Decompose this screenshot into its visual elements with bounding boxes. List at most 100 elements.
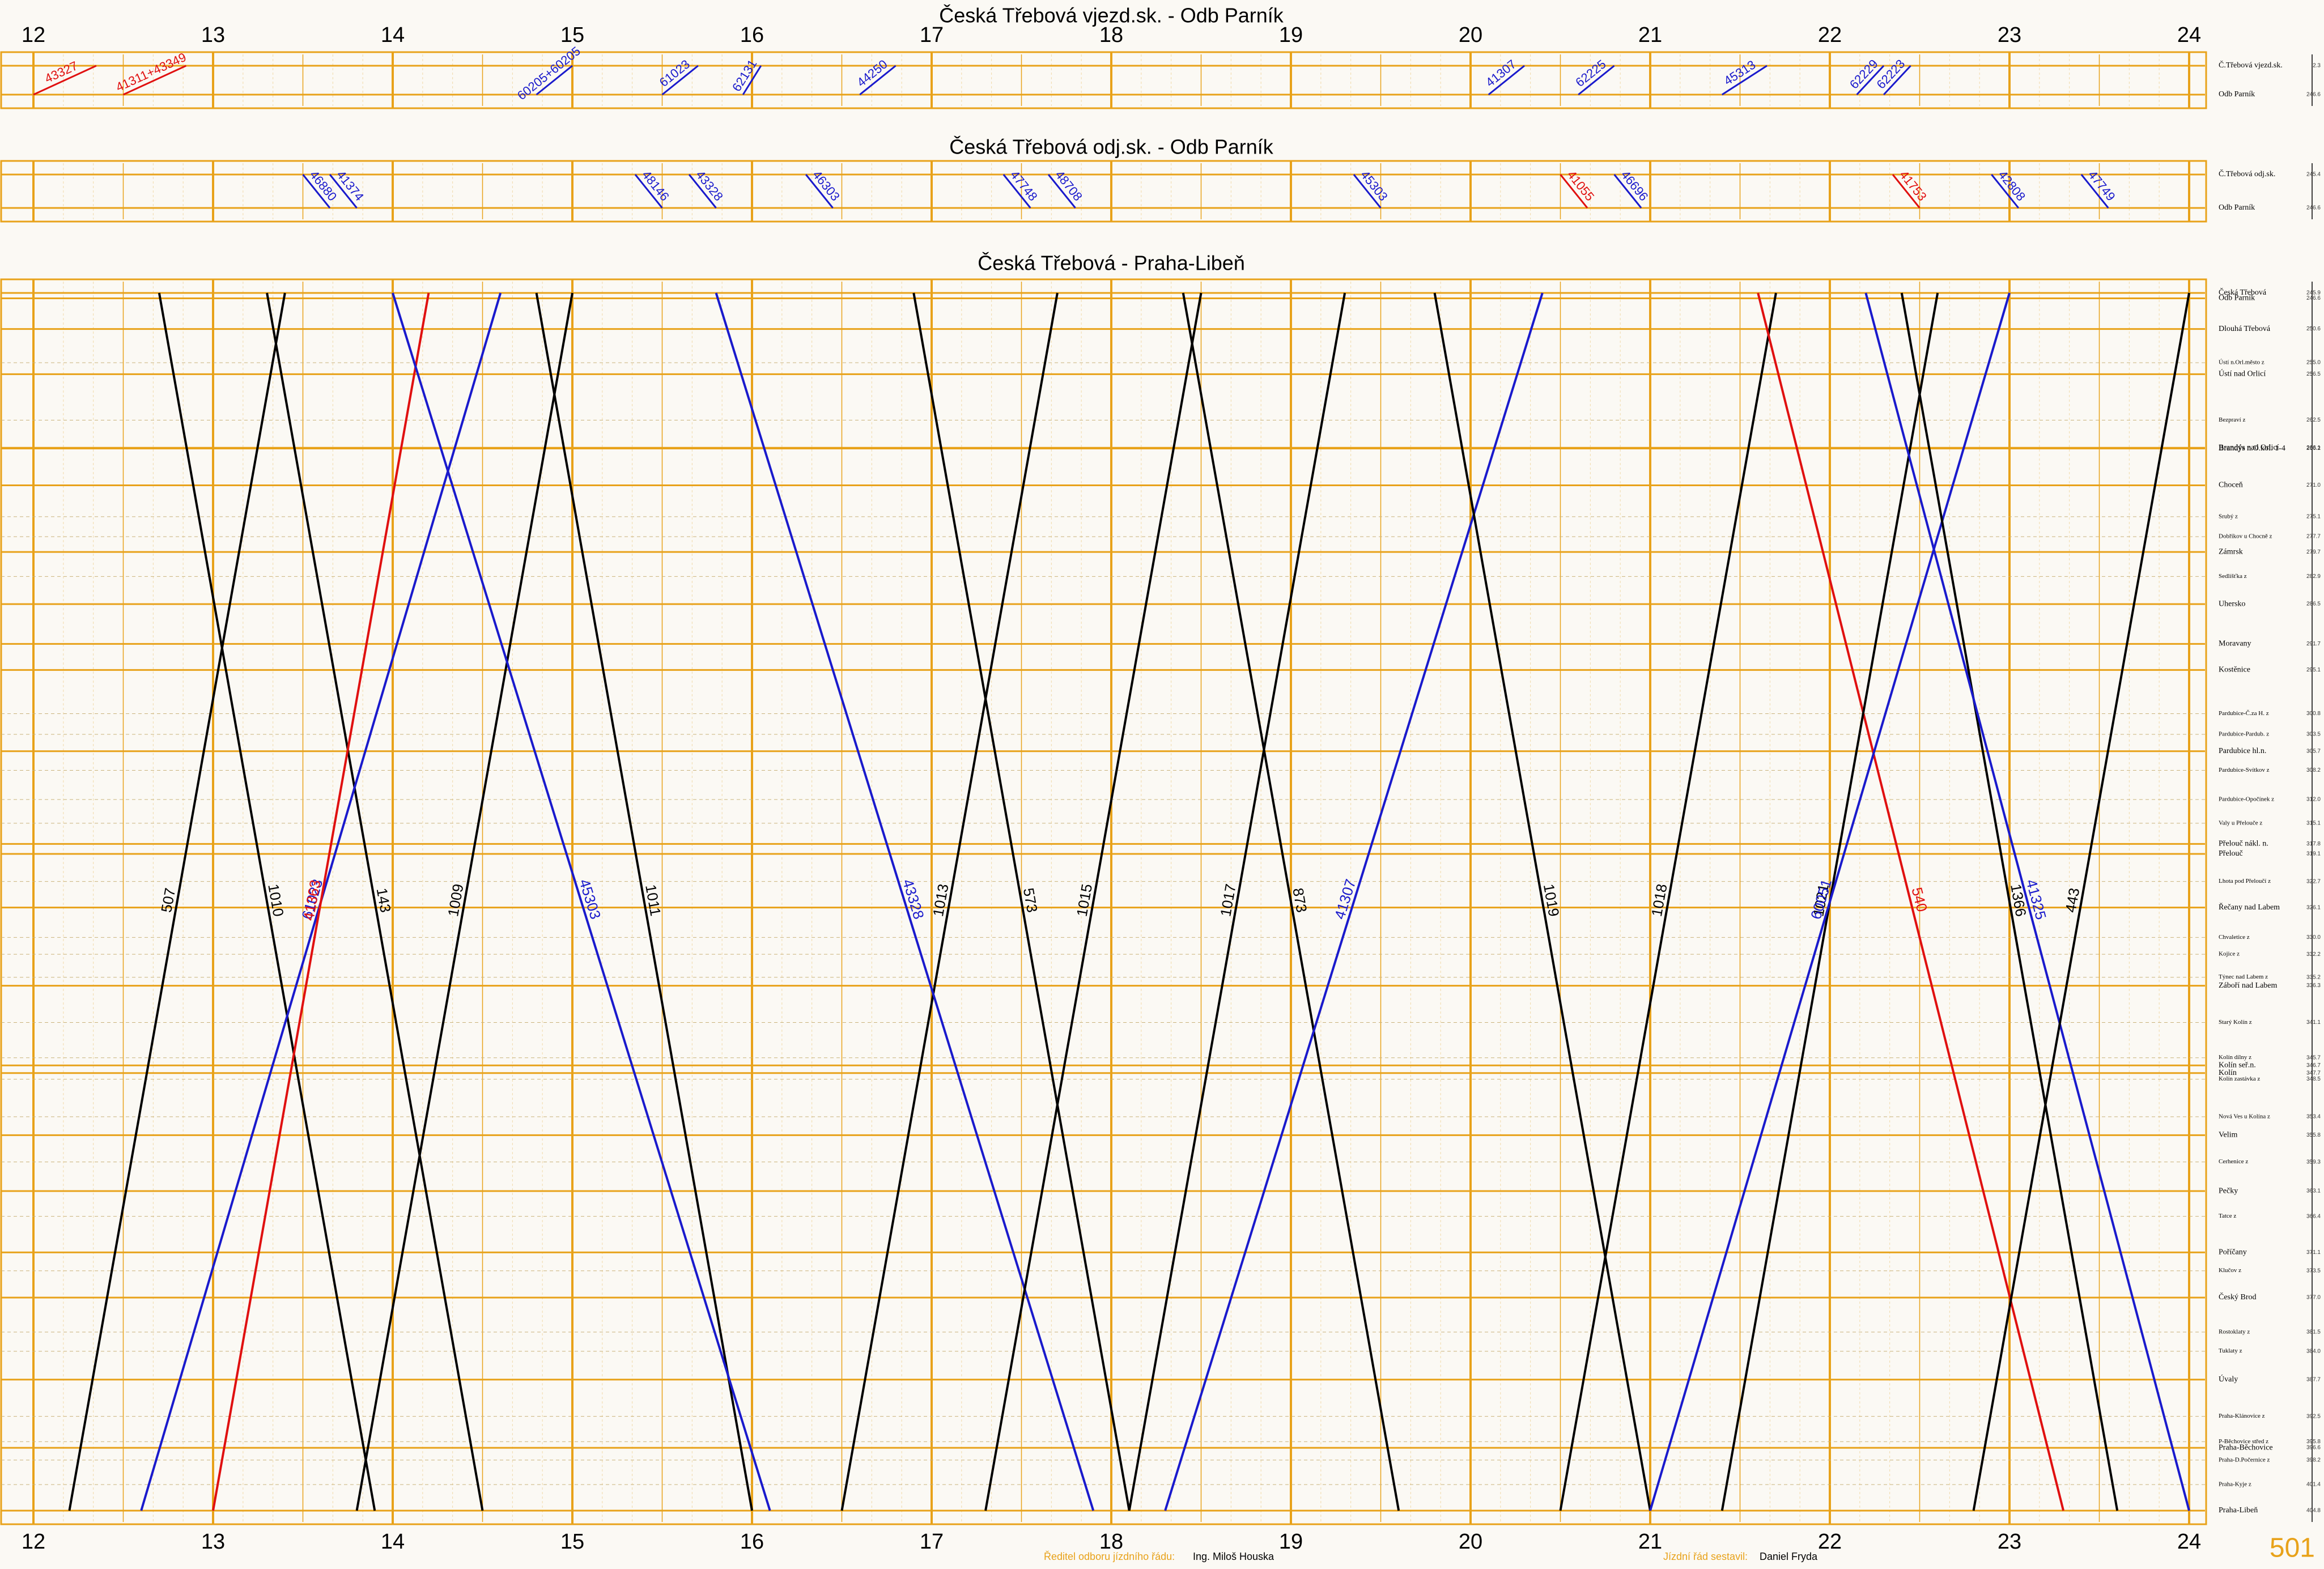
station-km: 392.5 bbox=[2306, 1413, 2321, 1419]
compiler-label: Jízdní řád sestavil: bbox=[1663, 1551, 1748, 1562]
hour-label: 21 bbox=[1638, 1530, 1662, 1554]
train-path bbox=[661, 65, 699, 96]
train-path bbox=[1991, 174, 2020, 209]
station-km: 371.1 bbox=[2306, 1249, 2321, 1256]
station-name: Sedlíšťka z bbox=[2219, 573, 2247, 580]
panel-title: Česká Třebová vjezd.sk. - Odb Parník bbox=[939, 4, 1284, 27]
station-name: Praha-Běchovice bbox=[2219, 1443, 2273, 1452]
train-path bbox=[1649, 292, 2011, 1511]
station-name: Přelouč bbox=[2219, 849, 2243, 858]
hour-label: 17 bbox=[920, 23, 944, 47]
station-km: 256.5 bbox=[2306, 371, 2321, 377]
hour-label: 14 bbox=[381, 23, 405, 47]
station-km: 303.5 bbox=[2306, 732, 2321, 738]
train-path bbox=[1433, 292, 1651, 1511]
station-name: Poříčany bbox=[2219, 1248, 2247, 1256]
train-path bbox=[392, 292, 771, 1511]
train-path bbox=[1856, 65, 1885, 96]
page-number: 501 bbox=[2270, 1533, 2315, 1563]
station-km: 335.2 bbox=[2306, 974, 2321, 980]
station-name: Řečany nad Labem bbox=[2219, 902, 2280, 912]
station-name: Pardubice-Pardub. z bbox=[2219, 731, 2269, 738]
station-name: Lhota pod Přeloučí z bbox=[2219, 878, 2271, 885]
station-name: Úvaly bbox=[2219, 1374, 2238, 1384]
station-name: Ústí n.Orl.město z bbox=[2219, 359, 2264, 366]
station-name: Rostoklaty z bbox=[2219, 1328, 2250, 1335]
station-name: Srubý z bbox=[2219, 513, 2238, 520]
station-km: 395.8 bbox=[2306, 1439, 2321, 1445]
station-km: 401.4 bbox=[2306, 1482, 2321, 1488]
train-path bbox=[355, 292, 573, 1511]
station-km: 384.0 bbox=[2306, 1348, 2321, 1354]
station-name: Praha-Libeň bbox=[2219, 1506, 2258, 1515]
hour-label: 23 bbox=[1998, 23, 2021, 47]
station-name: Kolín seř.n. bbox=[2219, 1061, 2256, 1069]
train-number: 143 bbox=[373, 887, 394, 914]
station-km: 332.2 bbox=[2306, 951, 2321, 958]
hour-label: 13 bbox=[201, 23, 225, 47]
station-km: 404.8 bbox=[2306, 1508, 2321, 1514]
train-path bbox=[1128, 292, 1346, 1511]
station-name: Dlouhá Třebová bbox=[2219, 325, 2271, 333]
train-path bbox=[912, 292, 1131, 1511]
station-km: 373.5 bbox=[2306, 1268, 2321, 1274]
station-km: 366.4 bbox=[2306, 1213, 2321, 1219]
station-km: 398.2 bbox=[2306, 1457, 2321, 1463]
station-km: 246.6 bbox=[2306, 295, 2321, 301]
station-km: 300.8 bbox=[2306, 711, 2321, 717]
hour-label: 15 bbox=[560, 23, 584, 47]
station-name: Č.Třebová odj.sk. bbox=[2219, 169, 2275, 178]
station-name: Nová Ves u Kolína z bbox=[2219, 1113, 2270, 1120]
hour-label: 18 bbox=[1099, 23, 1123, 47]
train-path bbox=[1488, 65, 1526, 96]
station-name: Odb Parník bbox=[2219, 90, 2255, 99]
station-name: Kojice z bbox=[2219, 951, 2240, 958]
station-name: Uhersko bbox=[2219, 599, 2245, 608]
station-name: Praha-Klánovice z bbox=[2219, 1413, 2265, 1419]
station-km: 308.2 bbox=[2306, 767, 2321, 773]
station-km: 353.4 bbox=[2306, 1113, 2321, 1120]
station-km: 2.3 bbox=[2313, 63, 2321, 69]
train-path bbox=[688, 174, 717, 209]
station-km: 295.1 bbox=[2306, 667, 2321, 673]
hour-label: 22 bbox=[1818, 23, 1842, 47]
station-km: 245.9 bbox=[2306, 290, 2321, 296]
train-path bbox=[158, 292, 376, 1511]
train-path bbox=[302, 174, 331, 209]
station-km: 245.4 bbox=[2306, 172, 2321, 178]
station-name: Přelouč nákl. n. bbox=[2219, 840, 2268, 848]
station-km: 341.1 bbox=[2306, 1019, 2321, 1026]
station-name: Tatce z bbox=[2219, 1213, 2236, 1219]
director: Ing. Miloš Houska bbox=[1193, 1551, 1274, 1562]
train-path bbox=[1757, 292, 2065, 1511]
hour-label: 24 bbox=[2177, 23, 2201, 47]
director-label: Ředitel odboru jízdního řádu: bbox=[1044, 1551, 1175, 1562]
station-name: Kolín zastávka z bbox=[2219, 1075, 2260, 1082]
station-name: Týnec nad Labem z bbox=[2219, 973, 2268, 980]
station-name: P-Běchovice střed z bbox=[2219, 1438, 2268, 1445]
station-name: Praha-Kyje z bbox=[2219, 1481, 2251, 1488]
station-name: Zámrsk bbox=[2219, 547, 2243, 556]
hour-label: 19 bbox=[1279, 1530, 1303, 1554]
train-path bbox=[1182, 292, 1400, 1511]
train-path bbox=[1560, 174, 1588, 209]
station-km: 355.8 bbox=[2306, 1132, 2321, 1138]
train-path bbox=[634, 174, 663, 209]
station-km: 255.0 bbox=[2306, 360, 2321, 366]
station-name: Starý Kolín z bbox=[2219, 1019, 2252, 1026]
station-km: 246.6 bbox=[2306, 205, 2321, 211]
station-name: Dobříkov u Chocně z bbox=[2219, 533, 2272, 540]
station-name: Tuklaty z bbox=[2219, 1347, 2242, 1354]
train-path bbox=[536, 65, 573, 96]
train-path bbox=[859, 65, 897, 96]
hour-label: 24 bbox=[2177, 1530, 2201, 1554]
station-name: Kostěnice bbox=[2219, 666, 2250, 674]
station-km: 319.1 bbox=[2306, 851, 2321, 857]
station-name: Ústí nad Orlicí bbox=[2219, 369, 2266, 379]
train-path bbox=[805, 174, 834, 209]
hour-label: 17 bbox=[920, 1530, 944, 1554]
hour-label: 23 bbox=[1998, 1530, 2021, 1554]
train-number: 41311+43349 bbox=[114, 50, 189, 95]
station-km: 291.7 bbox=[2306, 641, 2321, 647]
